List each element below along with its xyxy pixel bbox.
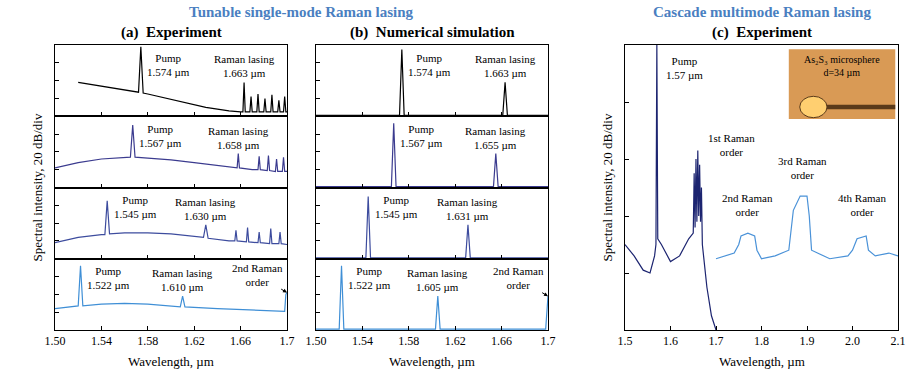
svg-text:1.9: 1.9 [800, 334, 815, 348]
svg-text:Spectral intensity, 20 dB/div: Spectral intensity, 20 dB/div [30, 113, 45, 261]
svg-text:Pump1.545 µm: Pump1.545 µm [114, 194, 157, 220]
svg-text:Wavelength, µm: Wavelength, µm [128, 354, 214, 369]
svg-text:(b) Numerical simulation: (b) Numerical simulation [350, 24, 515, 41]
svg-text:Raman lasing1.655 µm: Raman lasing1.655 µm [465, 125, 526, 151]
svg-text:1.62: 1.62 [184, 334, 205, 348]
svg-text:Pump1.567 µm: Pump1.567 µm [139, 123, 182, 149]
svg-text:Pump1.522 µm: Pump1.522 µm [87, 265, 130, 291]
svg-text:Pump1.574 µm: Pump1.574 µm [408, 52, 451, 78]
svg-text:1.50: 1.50 [45, 334, 66, 348]
svg-text:Raman lasing1.630 µm: Raman lasing1.630 µm [175, 196, 236, 222]
svg-text:Raman lasing1.663 µm: Raman lasing1.663 µm [475, 53, 536, 79]
svg-text:1.7: 1.7 [541, 334, 556, 348]
svg-text:4th Ramanorder: 4th Ramanorder [838, 192, 886, 218]
svg-text:1.66: 1.66 [230, 334, 251, 348]
svg-text:Pump1.57 µm: Pump1.57 µm [666, 55, 703, 81]
svg-text:Pump1.567 µm: Pump1.567 µm [400, 123, 443, 149]
svg-text:1.5: 1.5 [618, 334, 633, 348]
svg-text:1.6: 1.6 [663, 334, 678, 348]
svg-text:(a) Experiment: (a) Experiment [121, 24, 222, 41]
svg-text:Cascade multimode Raman lasing: Cascade multimode Raman lasing [653, 4, 871, 20]
svg-text:1.58: 1.58 [398, 334, 419, 348]
svg-text:1.7: 1.7 [280, 334, 295, 348]
svg-text:Pump1.574 µm: Pump1.574 µm [147, 52, 190, 78]
svg-text:2nd Ramanorder: 2nd Ramanorder [493, 265, 544, 291]
svg-text:1.58: 1.58 [137, 334, 158, 348]
svg-text:1.54: 1.54 [352, 334, 373, 348]
svg-text:3rd Ramanorder: 3rd Ramanorder [778, 155, 827, 181]
svg-text:Tunable single-mode Raman lasi: Tunable single-mode Raman lasing [189, 4, 414, 20]
svg-text:2nd Ramanorder: 2nd Ramanorder [232, 262, 283, 288]
svg-text:As₂S₃ microsphered=34 µm: As₂S₃ microsphered=34 µm [804, 54, 880, 78]
svg-text:1.62: 1.62 [445, 334, 466, 348]
svg-text:Wavelength, µm: Wavelength, µm [389, 354, 475, 369]
svg-text:Spectral intensity, 20 dB/div: Spectral intensity, 20 dB/div [600, 113, 615, 261]
svg-text:1.54: 1.54 [91, 334, 112, 348]
svg-text:Raman lasing1.658 µm: Raman lasing1.658 µm [208, 125, 269, 151]
svg-text:Raman lasing1.631 µm: Raman lasing1.631 µm [437, 196, 498, 222]
svg-text:1.7: 1.7 [709, 334, 724, 348]
svg-text:1.66: 1.66 [491, 334, 512, 348]
svg-text:Wavelength, µm: Wavelength, µm [719, 354, 805, 369]
svg-text:Pump1.522 µm: Pump1.522 µm [348, 265, 391, 291]
svg-text:1.8: 1.8 [754, 334, 769, 348]
svg-text:Raman lasing1.663 µm: Raman lasing1.663 µm [214, 53, 275, 79]
svg-text:Pump1.545 µm: Pump1.545 µm [375, 194, 418, 220]
svg-text:1st Ramanorder: 1st Ramanorder [708, 132, 755, 158]
svg-text:2nd Ramanorder: 2nd Ramanorder [722, 192, 773, 218]
svg-text:Raman lasing1.610 µm: Raman lasing1.610 µm [152, 267, 213, 293]
svg-text:2.0: 2.0 [845, 334, 860, 348]
svg-text:2.1: 2.1 [891, 334, 906, 348]
svg-text:1.50: 1.50 [306, 334, 327, 348]
svg-text:(c) Experiment: (c) Experiment [712, 24, 812, 41]
svg-text:Raman lasing1.605 µm: Raman lasing1.605 µm [407, 267, 468, 293]
